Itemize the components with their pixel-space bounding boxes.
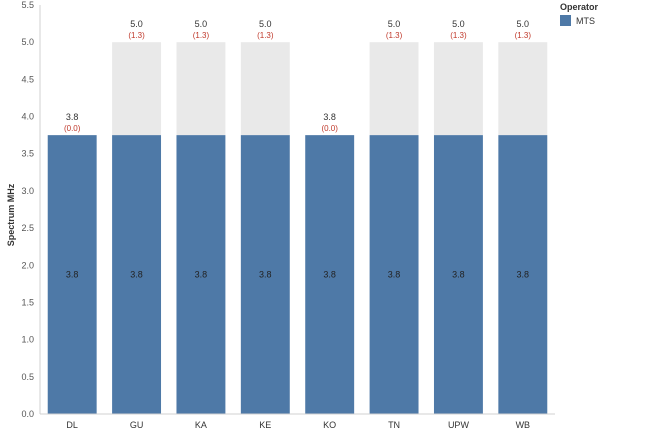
delta-label: (1.3) (193, 31, 210, 40)
y-tick-label: 1.0 (21, 335, 34, 345)
bar-value-label: 3.8 (259, 270, 272, 280)
y-tick-label: 0.0 (21, 409, 34, 419)
bar-value-label: 3.8 (452, 270, 465, 280)
x-tick-label: WB (516, 420, 531, 430)
y-tick-label: 3.0 (21, 186, 34, 196)
x-tick-label: UPW (448, 420, 470, 430)
bars-group: 3.8 (0.0) 3.8 5.0 (1.3) 3.8 5.0 (1.3) 3.8 5.0 (1.3… (47, 19, 548, 415)
x-tick-label: TN (388, 420, 400, 430)
y-tick-label: 4.5 (21, 74, 34, 84)
bar-background[interactable] (369, 42, 419, 136)
total-label: 5.0 (452, 19, 465, 29)
total-label: 5.0 (130, 19, 143, 29)
delta-label: (1.3) (128, 31, 145, 40)
total-label: 5.0 (517, 19, 530, 29)
bar-mts[interactable] (498, 135, 548, 415)
bar-value-label: 3.8 (323, 270, 336, 280)
total-label: 5.0 (388, 19, 401, 29)
legend-item-mts[interactable]: MTS (560, 15, 598, 26)
x-axis: DL GU KA KE KO TN UPW WB (40, 413, 555, 430)
bar-mts[interactable] (305, 135, 355, 415)
delta-label: (1.3) (450, 31, 467, 40)
bar-value-label: 3.8 (130, 270, 143, 280)
y-tick-label: 2.5 (21, 223, 34, 233)
legend-swatch (560, 15, 571, 26)
y-tick-label: 1.5 (21, 297, 34, 307)
delta-label: (1.3) (386, 31, 403, 40)
delta-label: (0.0) (321, 124, 338, 133)
bar-mts[interactable] (369, 135, 419, 415)
y-tick-label: 4.0 (21, 112, 34, 122)
delta-label: (1.3) (515, 31, 532, 40)
x-tick-label: KE (259, 420, 271, 430)
bar-mts[interactable] (433, 135, 483, 415)
total-label: 5.0 (195, 19, 208, 29)
delta-label: (1.3) (257, 31, 274, 40)
delta-label: (0.0) (64, 124, 81, 133)
bar-background[interactable] (498, 42, 548, 136)
x-tick-label: GU (130, 420, 144, 430)
legend-label: MTS (576, 15, 595, 26)
bar-mts[interactable] (240, 135, 290, 415)
y-tick-label: 2.0 (21, 260, 34, 270)
total-label: 3.8 (66, 112, 79, 122)
y-axis-label: Spectrum MHz (6, 183, 16, 246)
bar-background[interactable] (176, 42, 226, 136)
x-tick-label: KA (195, 420, 207, 430)
legend-title: Operator (560, 2, 599, 12)
bar-value-label: 3.8 (388, 270, 401, 280)
y-axis: 0.0 0.5 1.0 1.5 2.0 2.5 3.0 3.5 4.0 4.5 5.0 5.5 (21, 0, 41, 419)
y-tick-label: 0.5 (21, 372, 34, 382)
total-label: 3.8 (323, 112, 336, 122)
total-label: 5.0 (259, 19, 272, 29)
y-tick-label: 5.5 (21, 0, 34, 10)
y-tick-label: 5.0 (21, 37, 34, 47)
bar-mts[interactable] (47, 135, 97, 415)
x-tick-label: KO (323, 420, 336, 430)
bar-value-label: 3.8 (66, 270, 79, 280)
bar-background[interactable] (112, 42, 162, 136)
bar-background[interactable] (240, 42, 290, 136)
bar-value-label: 3.8 (195, 270, 208, 280)
bar-background[interactable] (433, 42, 483, 136)
bar-mts[interactable] (112, 135, 162, 415)
bar-value-label: 3.8 (517, 270, 530, 280)
x-tick-label: DL (66, 420, 78, 430)
legend: Operator MTS (560, 2, 598, 26)
y-tick-label: 3.5 (21, 149, 34, 159)
bar-mts[interactable] (176, 135, 226, 415)
